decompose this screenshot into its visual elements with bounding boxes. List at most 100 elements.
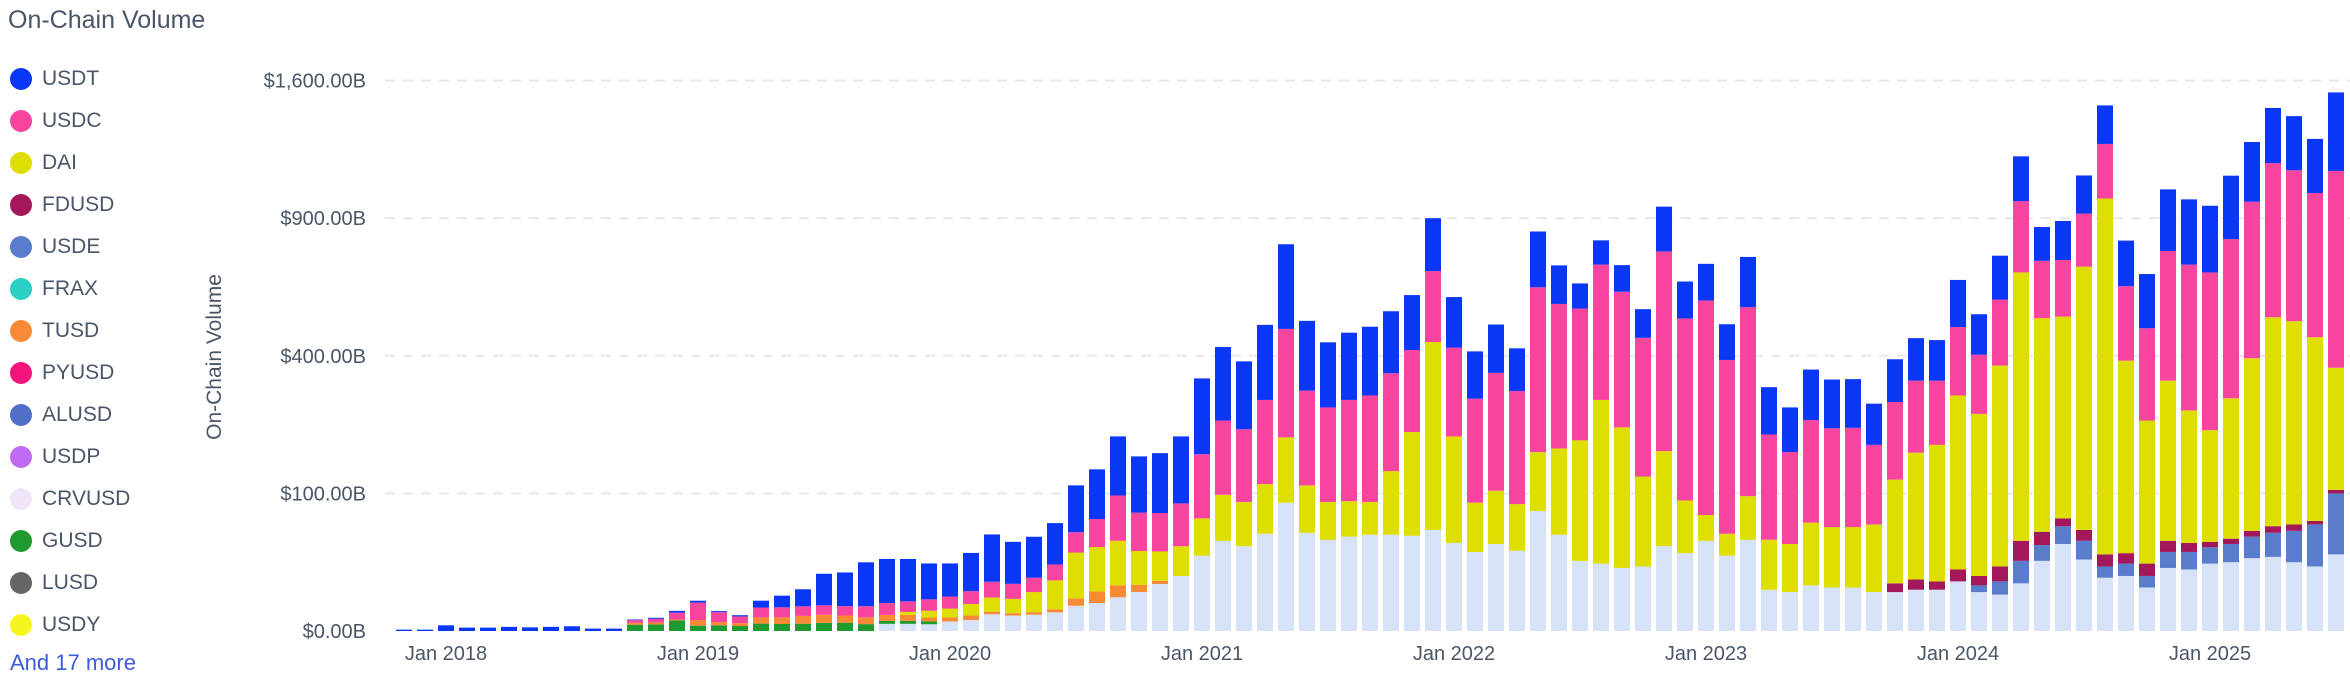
bar-2022-03[interactable] <box>1488 324 1504 631</box>
bar-segment-other[interactable] <box>1677 553 1693 631</box>
bar-segment-other[interactable] <box>1971 592 1987 631</box>
bar-segment-usdc[interactable] <box>2328 170 2344 368</box>
bar-segment-usde[interactable] <box>2055 526 2071 544</box>
bar-segment-other[interactable] <box>1929 589 1945 631</box>
bar-segment-usdc[interactable] <box>1257 399 1273 485</box>
bar-segment-usdt[interactable] <box>585 628 601 631</box>
bar-segment-other[interactable] <box>1089 603 1105 631</box>
bar-segment-other[interactable] <box>1341 536 1357 631</box>
bar-segment-fdusd[interactable] <box>2181 542 2197 552</box>
bar-segment-gusd[interactable] <box>774 623 790 631</box>
bar-segment-usdt[interactable] <box>1950 279 1966 328</box>
bar-2020-02[interactable] <box>963 552 979 631</box>
bar-segment-usde[interactable] <box>2076 540 2092 560</box>
bar-segment-other[interactable] <box>1236 546 1252 631</box>
bar-segment-other[interactable] <box>900 623 916 631</box>
bar-segment-usdt[interactable] <box>1131 456 1147 513</box>
legend-item-frax[interactable]: FRAX <box>10 268 136 310</box>
bar-segment-usdt[interactable] <box>2286 116 2302 171</box>
bar-segment-other[interactable] <box>1845 587 1861 631</box>
bar-segment-usdt[interactable] <box>417 629 433 631</box>
bar-segment-dai[interactable] <box>2223 398 2239 539</box>
bar-segment-usdc[interactable] <box>690 602 706 621</box>
bar-segment-dai[interactable] <box>1635 476 1651 567</box>
bar-segment-other[interactable] <box>1740 539 1756 631</box>
legend-item-usdt[interactable]: USDT <box>10 58 136 100</box>
bar-2019-02[interactable] <box>711 611 727 631</box>
bar-segment-usdt[interactable] <box>816 573 832 606</box>
bar-segment-usdc[interactable] <box>1992 299 2008 366</box>
bar-segment-dai[interactable] <box>2139 420 2155 564</box>
bar-segment-usdc[interactable] <box>2076 213 2092 267</box>
bar-segment-fdusd[interactable] <box>2307 520 2323 525</box>
bar-segment-other[interactable] <box>2034 560 2050 631</box>
bar-2022-08[interactable] <box>1593 240 1609 631</box>
bar-segment-usdc[interactable] <box>2139 328 2155 421</box>
bar-segment-gusd[interactable] <box>816 622 832 631</box>
legend-item-crvusd[interactable]: CRVUSD <box>10 478 136 520</box>
bar-2019-12[interactable] <box>921 563 937 631</box>
bar-segment-dai[interactable] <box>1614 427 1630 568</box>
bar-2024-02[interactable] <box>1971 314 1987 631</box>
bar-segment-usde[interactable] <box>2013 560 2029 584</box>
bar-2023-05[interactable] <box>1782 407 1798 631</box>
bar-2024-03[interactable] <box>1992 255 2008 631</box>
bar-2018-07[interactable] <box>564 626 580 631</box>
bar-segment-usdt[interactable] <box>1677 281 1693 319</box>
bar-segment-other[interactable] <box>2160 567 2176 631</box>
legend-item-tusd[interactable]: TUSD <box>10 310 136 352</box>
bar-segment-other[interactable] <box>1026 614 1042 631</box>
bar-segment-other[interactable] <box>2097 577 2113 631</box>
bar-segment-fdusd[interactable] <box>2244 530 2260 537</box>
bar-2020-01[interactable] <box>942 563 958 631</box>
bar-segment-dai[interactable] <box>1152 551 1168 581</box>
bar-segment-usdt[interactable] <box>1404 295 1420 351</box>
bar-segment-other[interactable] <box>1383 534 1399 631</box>
bar-segment-other[interactable] <box>1320 539 1336 631</box>
bar-segment-usdc[interactable] <box>1677 318 1693 501</box>
bar-segment-usdt[interactable] <box>1572 283 1588 309</box>
bar-segment-usdc[interactable] <box>2034 260 2050 319</box>
bar-segment-usdc[interactable] <box>1593 264 1609 400</box>
bar-2019-08[interactable] <box>837 572 853 631</box>
bar-segment-tusd[interactable] <box>648 622 664 625</box>
bar-segment-usdt[interactable] <box>900 558 916 602</box>
bar-segment-dai[interactable] <box>1047 580 1063 610</box>
bar-2024-07[interactable] <box>2076 175 2092 631</box>
bar-segment-tusd[interactable] <box>879 614 895 621</box>
bar-2024-04[interactable] <box>2013 156 2029 631</box>
bar-segment-usdc[interactable] <box>1950 327 1966 396</box>
bar-segment-usdc[interactable] <box>1215 420 1231 495</box>
bar-segment-usdt[interactable] <box>1635 309 1651 338</box>
bar-segment-other[interactable] <box>1635 566 1651 631</box>
bar-segment-dai[interactable] <box>1425 342 1441 530</box>
bar-2019-07[interactable] <box>816 573 832 631</box>
bar-segment-usde[interactable] <box>2181 551 2197 570</box>
bar-segment-usdc[interactable] <box>1635 337 1651 477</box>
bar-segment-usdc[interactable] <box>1068 532 1084 553</box>
bar-segment-other[interactable] <box>1299 532 1315 631</box>
bar-segment-usdc[interactable] <box>1425 271 1441 343</box>
bar-2022-10[interactable] <box>1635 309 1651 631</box>
bar-2022-04[interactable] <box>1509 348 1525 631</box>
bar-segment-tusd[interactable] <box>858 617 874 625</box>
bar-segment-gusd[interactable] <box>900 620 916 624</box>
bar-2021-06[interactable] <box>1299 320 1315 631</box>
bar-segment-usdt[interactable] <box>1068 485 1084 533</box>
bar-2024-12[interactable] <box>2181 199 2197 631</box>
bar-segment-dai[interactable] <box>1677 500 1693 554</box>
bar-segment-usdc[interactable] <box>1551 303 1567 449</box>
bar-segment-usdc[interactable] <box>963 591 979 604</box>
bar-segment-usdt[interactable] <box>669 610 685 613</box>
bar-segment-fdusd[interactable] <box>2013 540 2029 561</box>
bar-segment-dai[interactable] <box>1824 527 1840 588</box>
bar-segment-tusd[interactable] <box>1005 613 1021 616</box>
bar-2022-12[interactable] <box>1677 281 1693 631</box>
bar-segment-usdt[interactable] <box>1782 407 1798 453</box>
bar-segment-usdc[interactable] <box>816 605 832 615</box>
bar-segment-usdt[interactable] <box>396 629 412 631</box>
bar-segment-other[interactable] <box>1992 594 2008 631</box>
bar-segment-usdt[interactable] <box>501 626 517 631</box>
bar-2018-03[interactable] <box>480 627 496 631</box>
bar-segment-usdt[interactable] <box>2013 156 2029 202</box>
